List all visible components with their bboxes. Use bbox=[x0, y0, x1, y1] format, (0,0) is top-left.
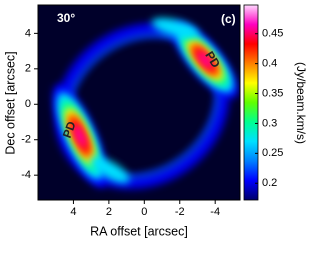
annotation: 30° bbox=[57, 11, 75, 25]
emission-blob bbox=[74, 124, 86, 148]
colorbar bbox=[243, 4, 259, 201]
colorbar-tick-label: 0.2 bbox=[262, 177, 277, 189]
colorbar-tick-label: 0.3 bbox=[262, 117, 277, 129]
x-tick-label: 2 bbox=[106, 206, 112, 218]
emission-blob bbox=[197, 51, 213, 69]
colorbar-tick-label: 0.4 bbox=[262, 58, 277, 70]
emission-blob bbox=[151, 18, 199, 38]
emission-blob bbox=[90, 157, 130, 183]
x-axis-label: RA offset [arcsec] bbox=[90, 224, 188, 238]
colorbar-tick-label: 0.25 bbox=[262, 147, 283, 159]
y-tick-label: 4 bbox=[25, 27, 31, 39]
emission-map bbox=[52, 18, 239, 190]
x-tick-label: 4 bbox=[70, 206, 76, 218]
annotation: (c) bbox=[221, 12, 236, 26]
x-tick-label: -2 bbox=[175, 206, 185, 218]
colorbar-tick-label: 0.35 bbox=[262, 87, 283, 99]
y-axis-label: Dec offset [arcsec] bbox=[3, 51, 17, 154]
y-tick-label: 2 bbox=[25, 63, 31, 75]
y-tick-label: 0 bbox=[25, 98, 31, 110]
x-tick-label: -4 bbox=[210, 206, 220, 218]
colorbar-label: (Jy/beam.km/s) bbox=[294, 62, 308, 144]
annotation: PD bbox=[60, 119, 79, 140]
chart: 30° (c) PD PD RA offset [arcsec] Dec off… bbox=[3, 4, 308, 238]
x-tick-label: 0 bbox=[141, 206, 147, 218]
y-tick-label: -2 bbox=[21, 134, 31, 146]
y-tick-label: -4 bbox=[21, 169, 31, 181]
plot-frame bbox=[37, 4, 241, 201]
colorbar-tick-label: 0.45 bbox=[262, 28, 283, 40]
